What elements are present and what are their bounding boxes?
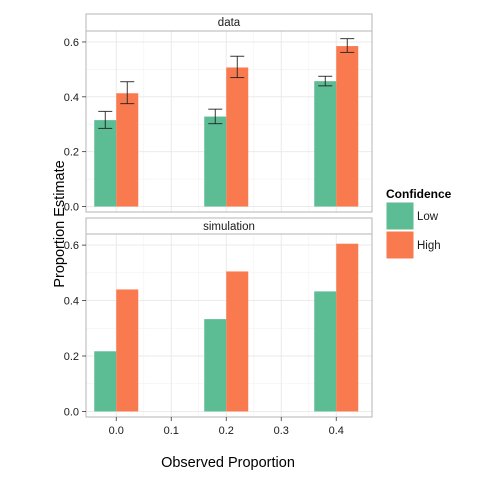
panel-simulation: simulation 0.0 0.2 0.4 0.6 bbox=[64, 217, 373, 418]
panels-layer: data 0.0 0.2 0.4 0.6 simulation 0.0 0.2 0.4 0.6 bbox=[64, 13, 373, 418]
y-tick-label: 0.0 bbox=[64, 406, 79, 418]
bar-high bbox=[336, 46, 359, 207]
y-axis-label: Proportion Estimate bbox=[52, 160, 68, 287]
bar-low bbox=[204, 319, 227, 412]
y-tick-label: 0.0 bbox=[64, 202, 79, 214]
bar-low bbox=[314, 291, 337, 412]
facet-strip-label: simulation bbox=[203, 221, 255, 233]
panel-border bbox=[85, 233, 373, 418]
x-axis: 0.0 0.1 0.2 0.3 0.4 bbox=[109, 417, 344, 437]
legend-title: Confidence bbox=[386, 187, 452, 201]
y-tick-label: 0.6 bbox=[64, 240, 79, 252]
bar-low bbox=[204, 116, 227, 207]
error-bar bbox=[120, 81, 135, 105]
x-tick-label: 0.3 bbox=[274, 425, 289, 437]
facet-strip-label: data bbox=[218, 17, 241, 29]
y-tick-label: 0.2 bbox=[64, 351, 79, 363]
bar-high bbox=[226, 271, 249, 412]
error-bar bbox=[318, 75, 333, 87]
x-axis-label: Observed Proportion bbox=[161, 455, 295, 471]
y-tick-label: 0.6 bbox=[64, 37, 79, 49]
y-tick-label: 0.4 bbox=[64, 296, 79, 308]
legend: Confidence Low High bbox=[385, 187, 452, 260]
panel-data: data 0.0 0.2 0.4 0.6 bbox=[64, 13, 373, 214]
bar-high bbox=[116, 289, 139, 412]
legend-label-low: Low bbox=[417, 211, 439, 223]
y-tick-label: 0.4 bbox=[64, 92, 79, 104]
x-tick-label: 0.2 bbox=[219, 425, 234, 437]
panel-border bbox=[85, 30, 373, 213]
error-bar bbox=[340, 38, 355, 53]
bar-low bbox=[94, 120, 117, 207]
x-tick-label: 0.4 bbox=[329, 425, 344, 437]
bar-low bbox=[314, 81, 337, 207]
x-tick-label: 0.0 bbox=[109, 425, 124, 437]
error-bar bbox=[98, 110, 113, 129]
bar-high bbox=[116, 93, 139, 207]
legend-label-high: High bbox=[417, 240, 441, 252]
legend-key-high bbox=[385, 230, 415, 260]
legend-key-low bbox=[385, 201, 415, 231]
bar-high bbox=[226, 67, 249, 207]
bar-low bbox=[94, 351, 117, 412]
y-tick-label: 0.2 bbox=[64, 147, 79, 159]
x-tick-label: 0.1 bbox=[164, 425, 179, 437]
error-bar bbox=[230, 55, 245, 79]
error-bar bbox=[208, 108, 223, 125]
bar-high bbox=[336, 243, 359, 412]
